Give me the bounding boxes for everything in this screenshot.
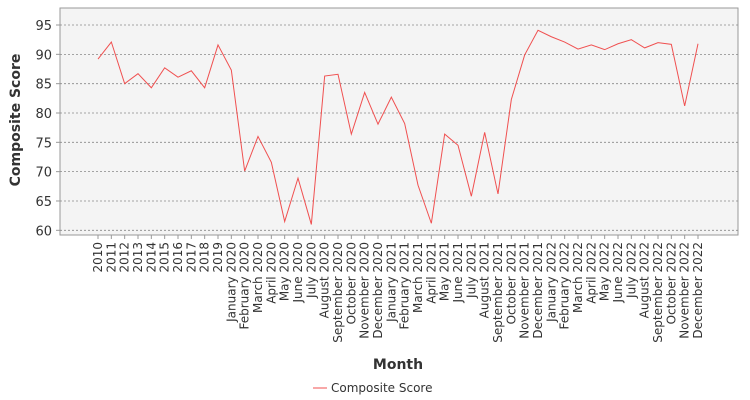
- x-tick-label: January 2020: [224, 242, 238, 323]
- x-tick-label: 2014: [144, 242, 158, 273]
- x-tick-label: November 2022: [678, 242, 692, 339]
- x-tick-label: February 2020: [238, 242, 252, 330]
- x-tick-label: March 2021: [411, 242, 425, 313]
- x-tick-label: July 2020: [304, 242, 318, 299]
- x-tick-label: 2011: [104, 242, 118, 273]
- x-tick-label: 2017: [184, 242, 198, 273]
- x-tick-label: December 2022: [691, 242, 705, 339]
- y-axis-label: Composite Score: [8, 54, 24, 187]
- x-tick-label: December 2020: [371, 242, 385, 339]
- x-tick-label: August 2020: [318, 242, 332, 318]
- x-tick-label: February 2021: [398, 242, 412, 330]
- y-tick-label: 95: [35, 19, 52, 34]
- x-tick-label: October 2021: [504, 242, 518, 324]
- x-tick-label: October 2020: [344, 242, 358, 324]
- y-tick-label: 60: [35, 224, 52, 239]
- x-tick-label: February 2022: [558, 242, 572, 330]
- x-tick-label: August 2021: [478, 242, 492, 318]
- x-tick-label: June 2020: [291, 242, 305, 304]
- x-tick-label: June 2022: [611, 242, 625, 304]
- x-tick-label: January 2022: [544, 242, 558, 323]
- x-tick-label: November 2021: [518, 242, 532, 339]
- legend-label: Composite Score: [331, 381, 432, 395]
- x-tick-label: March 2020: [251, 242, 265, 313]
- y-tick-label: 65: [35, 195, 52, 210]
- x-tick-label: May 2020: [278, 242, 292, 301]
- x-tick-label: December 2021: [531, 242, 545, 339]
- y-tick-label: 70: [35, 166, 52, 181]
- x-tick-label: 2019: [211, 242, 225, 273]
- x-tick-label: August 2022: [638, 242, 652, 318]
- x-tick-label: January 2021: [384, 242, 398, 323]
- x-tick-label: November 2020: [358, 242, 372, 339]
- x-tick-label: 2010: [91, 242, 105, 273]
- plot-area: [59, 7, 739, 236]
- x-tick-label: July 2021: [464, 242, 478, 299]
- x-tick-label: September 2020: [331, 242, 345, 343]
- x-tick-label: 2013: [131, 242, 145, 273]
- y-tick-label: 85: [35, 78, 52, 93]
- x-tick-label: September 2022: [651, 242, 665, 343]
- x-tick-label: 2016: [171, 242, 185, 273]
- y-tick-label: 90: [35, 48, 52, 63]
- x-tick-label: April 2021: [424, 242, 438, 304]
- x-tick-label: May 2021: [438, 242, 452, 301]
- x-axis-label: Month: [373, 357, 423, 373]
- line: [97, 29, 699, 225]
- x-tick-label: 2018: [198, 242, 212, 273]
- x-tick-label: July 2022: [624, 242, 638, 299]
- x-tick-label: 2012: [118, 242, 132, 273]
- x-tick-label: September 2021: [491, 242, 505, 343]
- y-tick-label: 75: [35, 136, 52, 151]
- x-tick-label: October 2022: [664, 242, 678, 324]
- x-tick-label: 2015: [158, 242, 172, 273]
- x-tick-label: June 2021: [451, 242, 465, 304]
- x-tick-label: April 2020: [264, 242, 278, 304]
- x-tick-label: March 2022: [571, 242, 585, 313]
- x-tick-label: May 2022: [598, 242, 612, 301]
- y-tick-label: 80: [35, 107, 52, 122]
- x-tick-label: April 2022: [584, 242, 598, 304]
